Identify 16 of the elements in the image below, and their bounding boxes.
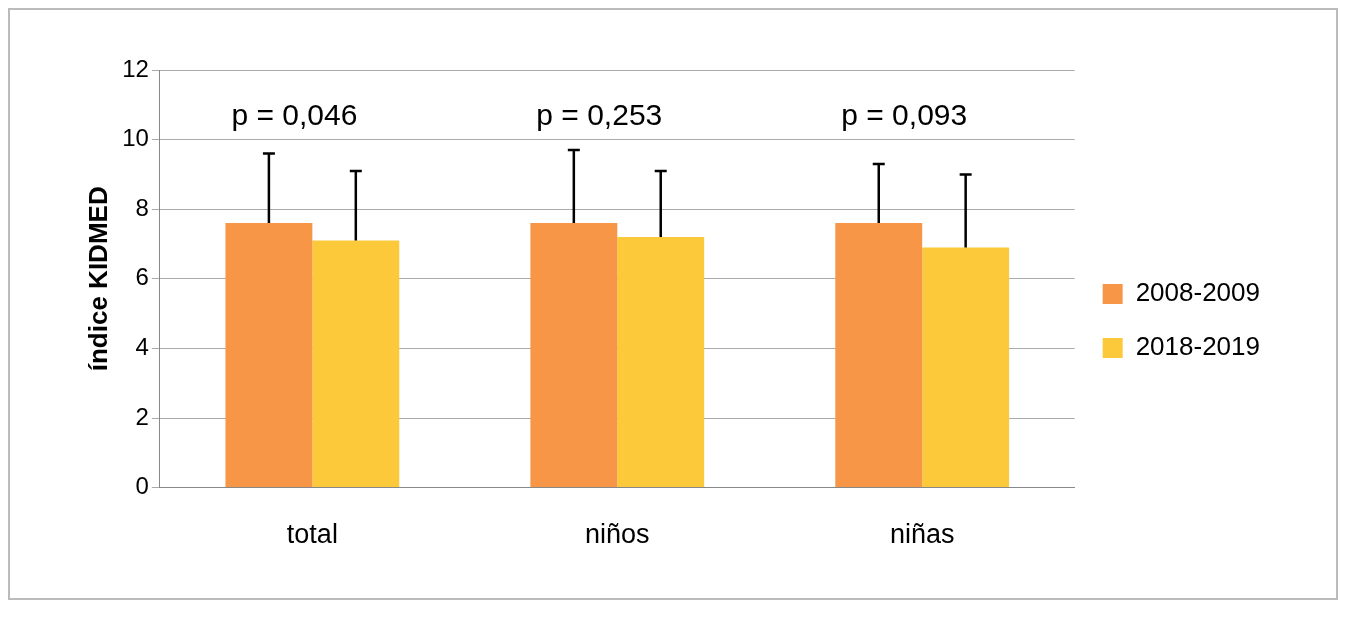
y-tick-label: 8 — [135, 193, 149, 221]
x-tick-label: niños — [585, 519, 650, 550]
x-tick-label: niñas — [889, 519, 955, 550]
annotation: p = 0,093 — [841, 98, 968, 132]
y-axis-title: índice KIDMED — [82, 186, 113, 372]
y-tick-label: 6 — [135, 263, 149, 291]
y-tick-label: 4 — [135, 333, 149, 361]
y-tick-label: 12 — [122, 54, 149, 82]
annotation: p = 0,046 — [231, 98, 358, 132]
annotation: p = 0,253 — [536, 98, 663, 132]
y-tick-label: 2 — [135, 402, 149, 430]
legend-label: 2018-2019 — [1135, 331, 1261, 362]
y-tick-label: 0 — [135, 472, 149, 500]
y-tick-label: 10 — [122, 124, 149, 152]
x-tick-label: total — [286, 519, 338, 550]
legend-label: 2008-2009 — [1135, 277, 1261, 308]
